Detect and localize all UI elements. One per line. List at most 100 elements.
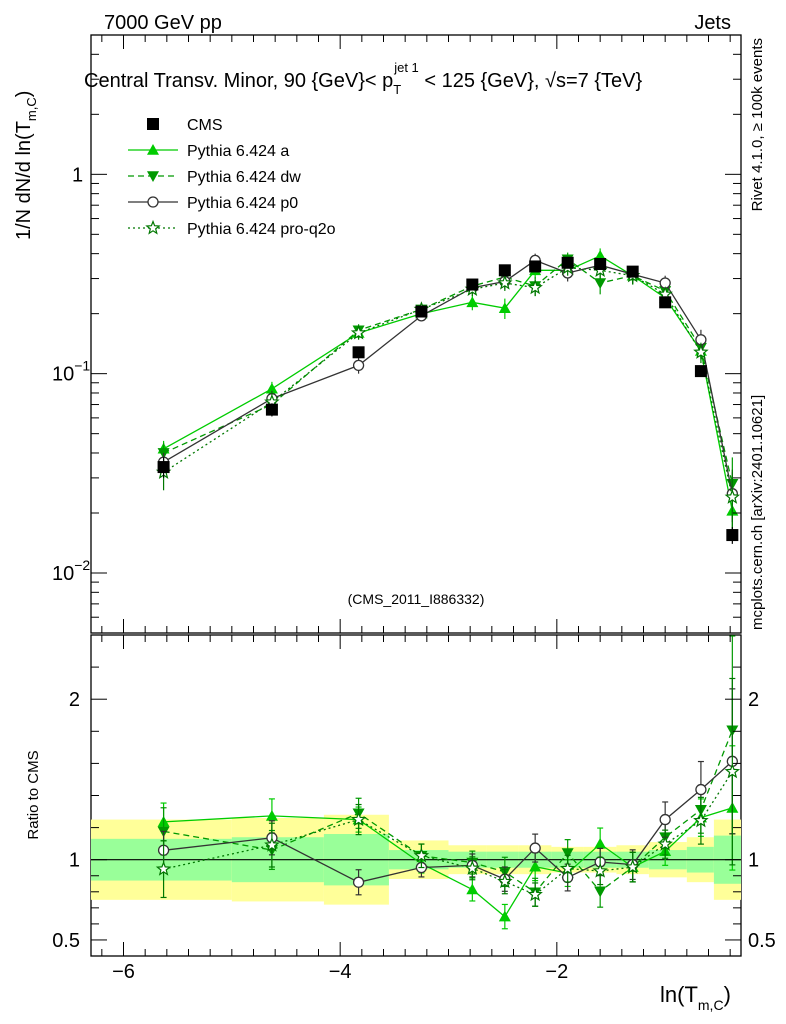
y-tick-base: 10 <box>52 563 74 585</box>
header-right: Jets <box>694 12 731 34</box>
main-y-tick-label: 10−1 <box>52 358 90 386</box>
legend-marker-pythia-6-424-p0 <box>147 196 159 208</box>
data-point-cms <box>626 265 639 278</box>
ratio-point-pythia-6-424-pro-q2o <box>264 836 280 852</box>
ylabel-close: ) <box>13 91 35 98</box>
ratio-point-pythia-6-424-a <box>529 860 542 872</box>
main-panel-frame <box>90 34 742 634</box>
ratio-point-pythia-6-424-pro-q2o <box>657 836 673 851</box>
xlabel-sub: m,C <box>698 997 724 1013</box>
data-point-cms <box>466 278 479 291</box>
xlabel-main: ln(T <box>660 982 698 1007</box>
analysis-tag: (CMS_2011_I886332) <box>348 591 485 607</box>
ratio-y-tick-label: 2 <box>69 689 80 711</box>
legend-label-pythia-6-424-pro-q2o: Pythia 6.424 pro-q2o <box>187 221 336 238</box>
data-point-pythia-6-424-a <box>498 302 511 314</box>
ratio-point-pythia-6-424-dw <box>561 848 574 860</box>
data-point-pythia-6-424-pro-q2o <box>497 274 513 290</box>
ratio-point-pythia-6-424-pro-q2o <box>527 886 543 902</box>
data-point-cms <box>659 296 672 309</box>
ylabel-sub: m,C <box>24 97 39 121</box>
title-sub: T <box>393 82 401 97</box>
ratio-point-pythia-6-424-pro-q2o <box>724 763 741 779</box>
data-point-pythia-6-424-pro-q2o <box>350 324 367 340</box>
series-line-pythia-6-424-pro-q2o <box>163 267 733 498</box>
data-point-pythia-6-424-pro-q2o <box>527 279 543 295</box>
ratio-point-pythia-6-424-pro-q2o <box>559 860 576 876</box>
y-tick-exponent: −2 <box>74 557 90 573</box>
legend-marker-pythia-6-424-dw <box>147 171 159 182</box>
ratio-point-pythia-6-424-pro-q2o <box>155 860 172 876</box>
rivet-label: Rivet 4.1.0, ≥ 100k events <box>749 38 766 211</box>
ratio-point-pythia-6-424-pro-q2o <box>497 873 513 889</box>
series-line-pythia-6-424-a <box>163 255 733 512</box>
data-point-pythia-6-424-a <box>466 296 479 308</box>
data-point-pythia-6-424-pro-q2o <box>724 489 741 504</box>
ratio-y-tick-label-right: 1 <box>748 850 759 872</box>
ratio-point-pythia-6-424-pro-q2o <box>464 860 481 875</box>
main-y-tick-label: 10−2 <box>52 557 90 585</box>
ratio-y-tick-label: 1 <box>69 850 80 872</box>
x-tick-label: −4 <box>329 961 352 983</box>
main-y-tick-label: 1 <box>72 164 83 186</box>
ratio-y-tick-label-right: 0.5 <box>748 930 776 952</box>
legend-marker-cms <box>147 118 159 130</box>
title-sup: jet 1 <box>393 60 419 75</box>
x-axis-label: ln(Tm,C) <box>660 982 731 1013</box>
data-point-pythia-6-424-dw <box>594 278 607 289</box>
ratio-point-pythia-6-424-p0 <box>529 842 541 854</box>
ratio-point-pythia-6-424-p0 <box>695 783 707 796</box>
legend-label-pythia-6-424-dw: Pythia 6.424 dw <box>187 169 301 186</box>
ratio-point-pythia-6-424-a <box>466 883 479 895</box>
x-tick-label: −2 <box>545 961 568 983</box>
legend-label-cms: CMS <box>187 117 223 134</box>
ratio-point-pythia-6-424-dw <box>594 886 607 898</box>
legend-label-pythia-6-424-a: Pythia 6.424 a <box>187 143 289 160</box>
ratio-point-pythia-6-424-pro-q2o <box>624 858 641 874</box>
data-point-cms <box>529 260 542 273</box>
data-point-cms <box>498 264 511 277</box>
title-post: < 125 {GeV}, √s=7 {TeV} <box>419 70 643 92</box>
data-point-cms <box>265 403 278 416</box>
ratio-y-axis-label: Ratio to CMS <box>25 750 42 839</box>
ratio-y-tick-label-right: 2 <box>748 689 759 711</box>
data-point-cms <box>726 529 739 542</box>
y-tick-base: 10 <box>52 364 74 386</box>
xlabel-close: ) <box>724 982 731 1007</box>
legend-marker-pythia-6-424-a <box>147 144 159 155</box>
data-point-pythia-6-424-a <box>265 382 278 394</box>
ratio-y-tick-label: 0.5 <box>52 930 80 952</box>
ratio-point-pythia-6-424-pro-q2o <box>693 812 709 828</box>
chart-title: Central Transv. Minor, 90 {GeV}< pTjet 1… <box>84 60 642 97</box>
main-y-axis-label: 1/N dN/d ln(Tm,C) <box>13 91 39 240</box>
ratio-point-pythia-6-424-p0 <box>659 813 671 826</box>
data-point-pythia-6-424-pro-q2o <box>693 344 709 359</box>
data-point-cms <box>561 256 574 269</box>
series-line-pythia-6-424-p0 <box>163 259 733 494</box>
mcplots-label: mcplots.cern.ch [arXiv:2401.10621] <box>749 395 766 630</box>
ratio-point-pythia-6-424-a <box>265 809 278 821</box>
data-point-cms <box>157 461 170 474</box>
ratio-point-pythia-6-424-a <box>498 910 511 922</box>
ratio-point-pythia-6-424-a <box>594 837 607 849</box>
ratio-point-pythia-6-424-pro-q2o <box>413 847 430 863</box>
ratio-point-pythia-6-424-pro-q2o <box>592 862 608 878</box>
series-line-pythia-6-424-dw <box>163 258 733 485</box>
data-point-cms <box>415 305 428 318</box>
data-point-cms <box>694 365 707 378</box>
x-tick-label: −6 <box>112 961 135 983</box>
ratio-point-pythia-6-424-p0 <box>352 876 365 888</box>
header-left: 7000 GeV pp <box>104 12 222 34</box>
ylabel-main: 1/N dN/d ln(T <box>13 121 35 240</box>
legend-marker-pythia-6-424-pro-q2o <box>145 219 161 235</box>
legend-label-pythia-6-424-p0: Pythia 6.424 p0 <box>187 195 298 212</box>
ratio-point-pythia-6-424-pro-q2o <box>350 811 367 827</box>
data-point-cms <box>352 346 365 359</box>
title-pre: Central Transv. Minor, 90 {GeV}< p <box>84 70 393 92</box>
y-tick-exponent: −1 <box>74 358 90 374</box>
y-tick-base: 1 <box>72 164 83 186</box>
data-point-pythia-6-424-p0 <box>352 359 365 372</box>
ratio-panel-frame <box>90 634 742 957</box>
data-point-pythia-6-424-a <box>594 249 607 261</box>
